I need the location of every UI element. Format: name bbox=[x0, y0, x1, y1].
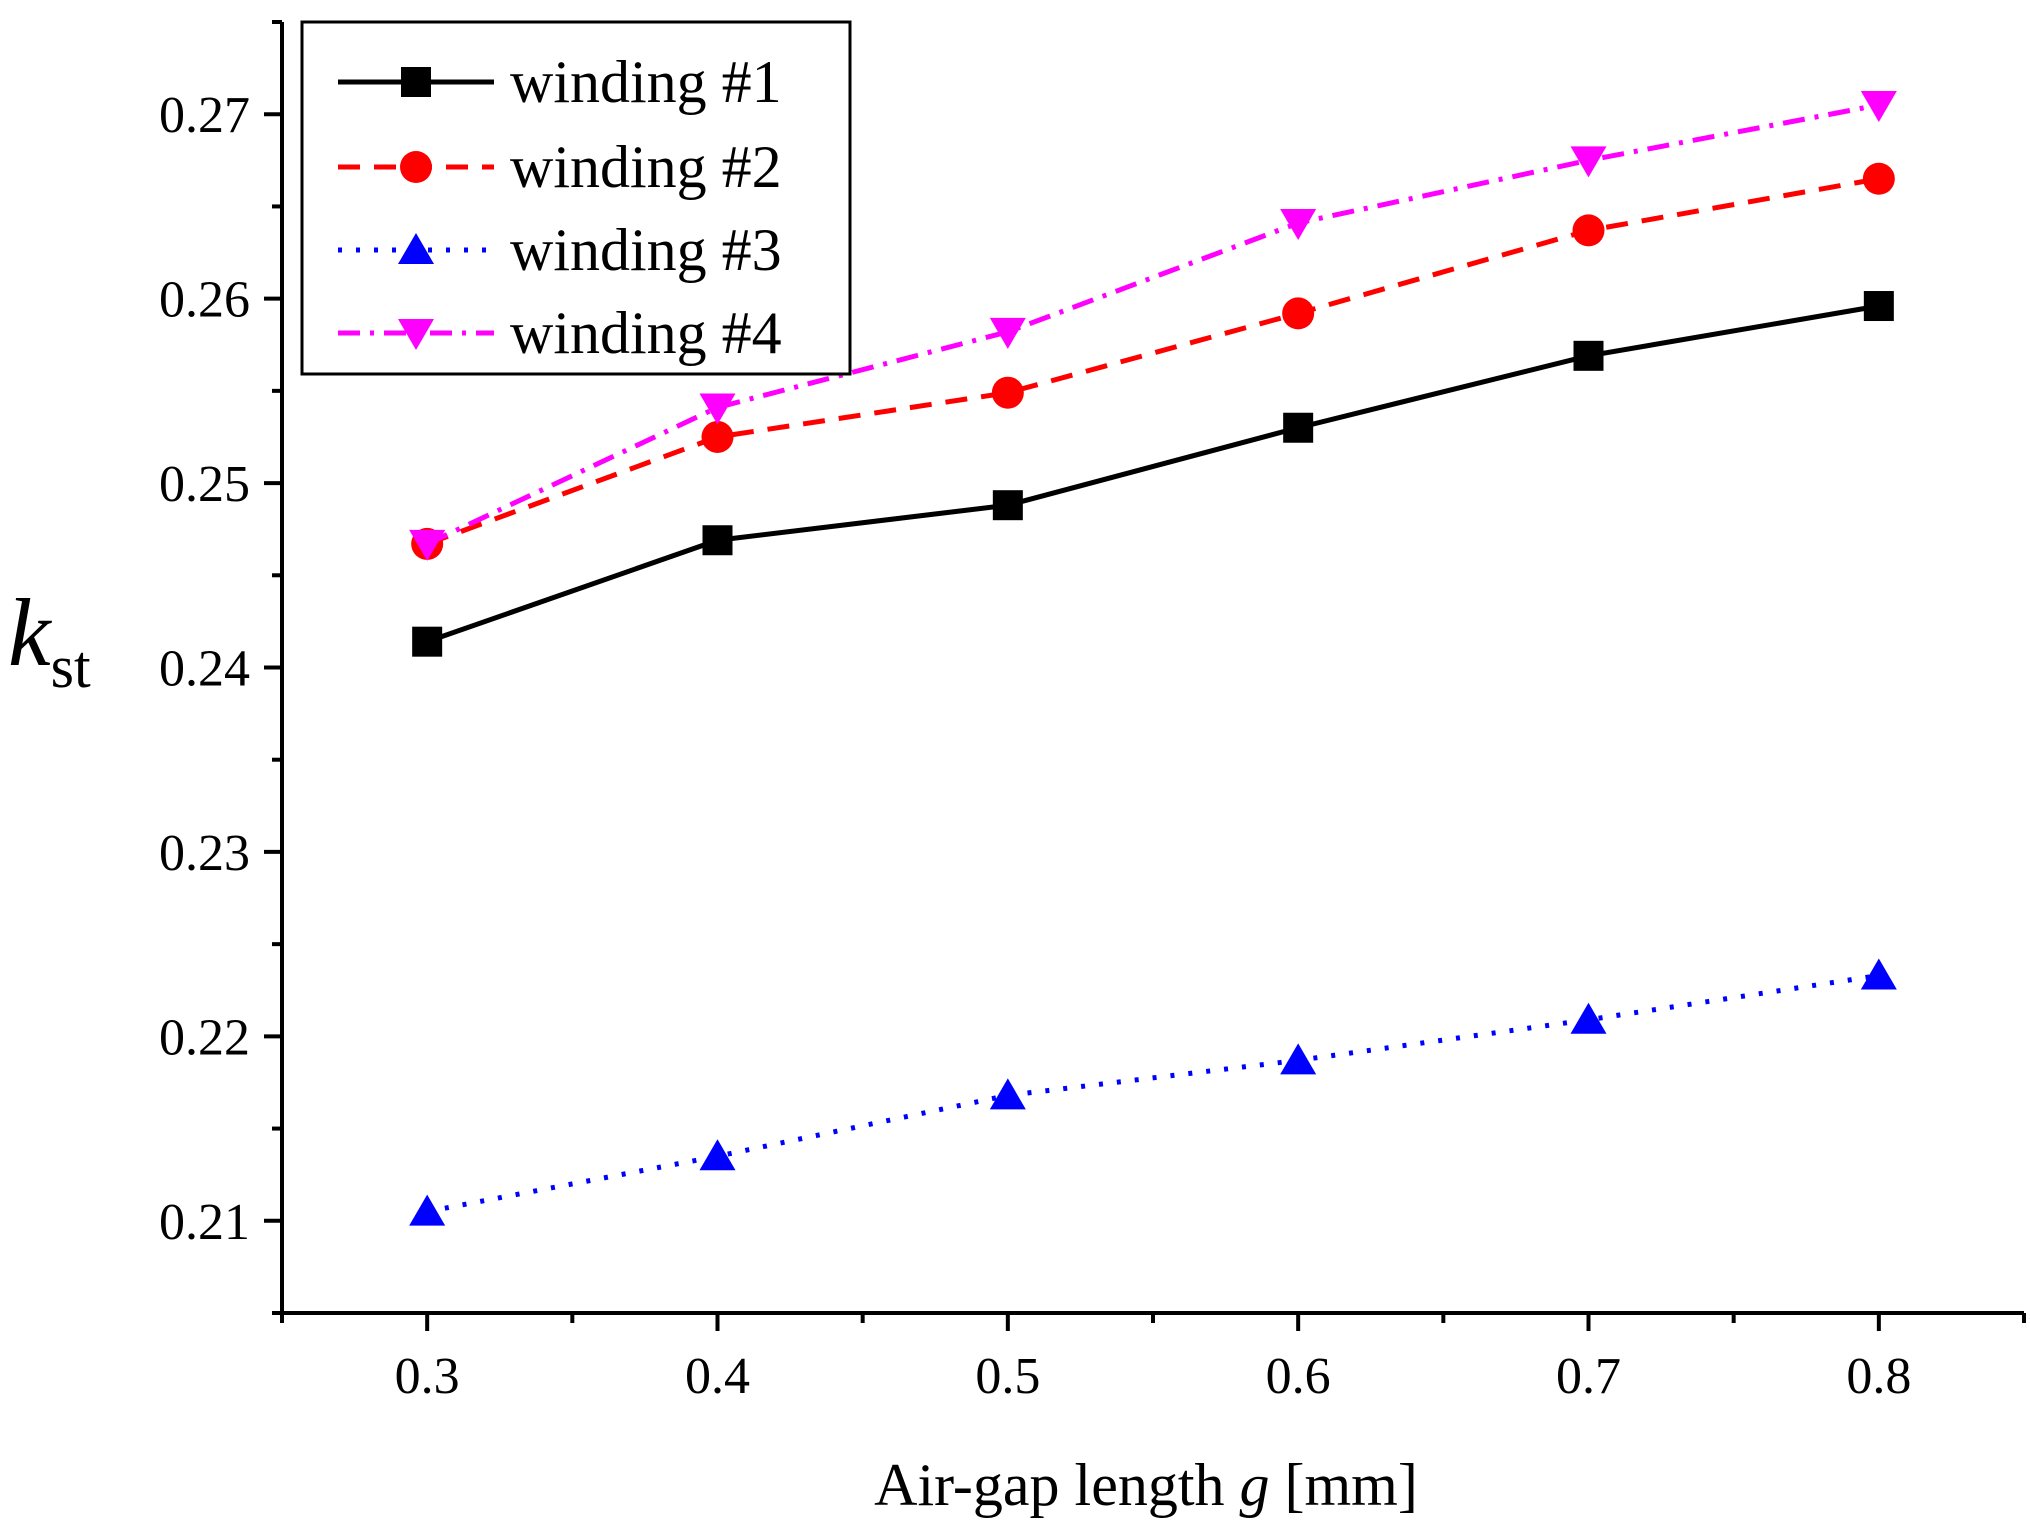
legend-swatch-marker bbox=[401, 67, 431, 97]
series-3 bbox=[409, 958, 1897, 1226]
x-axis-title: Air-gap length g [mm] bbox=[874, 1452, 1418, 1518]
legend-label: winding #4 bbox=[510, 300, 782, 366]
data-point bbox=[702, 525, 733, 556]
y-axis-title: kst bbox=[8, 579, 91, 700]
data-point bbox=[409, 529, 446, 561]
y-tick-label: 0.22 bbox=[159, 1009, 250, 1066]
x-tick-label: 0.7 bbox=[1556, 1348, 1621, 1405]
data-point bbox=[1860, 90, 1897, 122]
data-point bbox=[1280, 1043, 1317, 1075]
data-point bbox=[1570, 146, 1607, 178]
legend-swatch-marker bbox=[400, 151, 432, 183]
x-axis-title-suffix: [mm] bbox=[1270, 1452, 1418, 1518]
y-axis-title-main: k bbox=[8, 579, 53, 686]
data-point bbox=[1862, 162, 1895, 195]
data-point bbox=[409, 1194, 446, 1226]
data-point bbox=[699, 1139, 736, 1171]
data-point bbox=[1572, 214, 1605, 247]
data-point bbox=[1283, 412, 1314, 443]
data-point bbox=[989, 1078, 1026, 1110]
ticks: 0.21 0.22 0.23 0.24 0.25 0.26 0.27 0.3 0.4 0.5 0.6… bbox=[159, 20, 2026, 1405]
data-point bbox=[1570, 1002, 1607, 1034]
data-point bbox=[1282, 297, 1315, 330]
series-4 bbox=[409, 90, 1897, 561]
x-tick-label: 0.6 bbox=[1266, 1348, 1331, 1405]
legend-label: winding #2 bbox=[510, 134, 782, 200]
data-point bbox=[991, 376, 1024, 409]
x-tick-label: 0.3 bbox=[395, 1348, 460, 1405]
legend-label: winding #3 bbox=[510, 217, 782, 283]
y-tick-label: 0.25 bbox=[159, 456, 250, 513]
y-tick-label: 0.27 bbox=[159, 87, 250, 144]
x-axis-title-prefix: Air-gap length bbox=[874, 1452, 1239, 1518]
data-point bbox=[1860, 958, 1897, 990]
data-point bbox=[1573, 340, 1604, 371]
data-point bbox=[699, 393, 736, 425]
x-tick-label: 0.8 bbox=[1846, 1348, 1911, 1405]
y-axis-title-sub: st bbox=[51, 634, 91, 700]
data-point bbox=[412, 626, 443, 657]
series-line bbox=[426, 303, 1880, 645]
data-point bbox=[1280, 209, 1317, 241]
x-axis-title-var: g bbox=[1240, 1452, 1270, 1518]
legend: winding #1 winding #2 winding #3 winding #4 bbox=[300, 20, 852, 376]
y-tick-label: 0.21 bbox=[159, 1194, 250, 1251]
x-tick-label: 0.5 bbox=[975, 1348, 1040, 1405]
series-layer bbox=[409, 90, 1897, 1226]
series-line bbox=[426, 102, 1880, 547]
legend-swatch-marker bbox=[398, 319, 434, 350]
y-tick-label: 0.24 bbox=[159, 641, 250, 698]
data-point bbox=[989, 317, 1026, 349]
data-point bbox=[992, 490, 1023, 521]
data-point bbox=[701, 420, 734, 453]
series-line bbox=[426, 176, 1880, 547]
legend-swatch-marker bbox=[398, 233, 434, 264]
series-line bbox=[426, 973, 1880, 1215]
legend-label: winding #1 bbox=[510, 49, 782, 115]
y-tick-label: 0.23 bbox=[159, 825, 250, 882]
series-1 bbox=[412, 291, 1894, 657]
data-point bbox=[1863, 291, 1894, 322]
y-tick-label: 0.26 bbox=[159, 272, 250, 329]
x-tick-label: 0.4 bbox=[685, 1348, 750, 1405]
